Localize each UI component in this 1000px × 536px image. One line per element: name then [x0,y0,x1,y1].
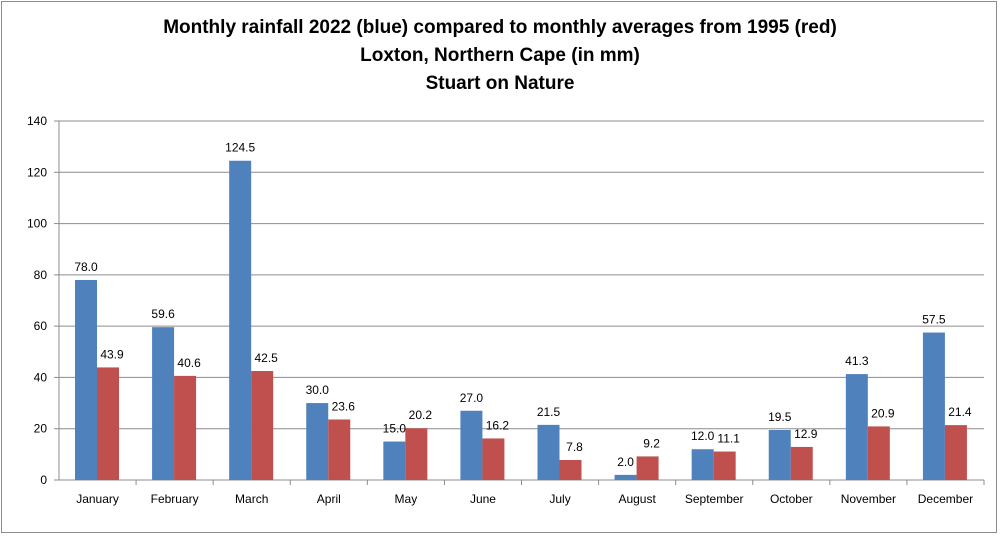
data-label-s0-8: 12.0 [691,429,715,443]
data-label-s0-10: 41.3 [845,354,869,368]
y-tick-label-2: 40 [34,370,48,384]
bar-s0-0 [75,279,97,480]
data-label-s0-3: 30.0 [306,383,330,397]
bar-s0-10 [845,374,868,480]
data-label-s0-6: 21.5 [537,405,561,419]
data-label-s0-1: 59.6 [151,307,175,321]
bar-s1-9 [790,446,813,480]
bar-s1-7 [636,456,659,480]
y-tick-label-0: 0 [40,473,47,487]
bar-s1-1 [174,375,197,480]
x-tick-label-11: December [918,492,973,506]
data-label-s1-9: 12.9 [794,427,818,441]
bar-s1-6 [559,459,582,480]
bar-s0-8 [691,449,714,480]
bar-s0-3 [306,403,329,480]
data-label-s1-2: 42.5 [254,351,278,365]
bar-s0-5 [460,410,483,480]
chart-title-line-1: Monthly rainfall 2022 (blue) compared to… [163,17,837,38]
x-tick-label-5: June [470,492,496,506]
y-tick-label-7: 140 [27,114,47,128]
data-label-s0-9: 19.5 [768,410,792,424]
chart-title-line-3: Stuart on Nature [425,73,575,94]
bar-s1-4 [405,428,428,480]
bar-s0-9 [768,429,791,480]
y-tick-label-6: 120 [27,165,47,179]
data-label-s0-7: 2.0 [617,455,634,469]
chart-title: Monthly rainfall 2022 (blue) compared to… [0,14,1000,98]
chart-title-line-2: Loxton, Northern Cape (in mm) [360,45,640,66]
data-label-s1-7: 9.2 [643,436,660,450]
bar-s0-11 [922,332,945,480]
data-label-s1-8: 11.1 [717,432,740,446]
bar-s1-3 [328,419,351,480]
data-label-s1-5: 16.2 [486,418,510,432]
data-label-s0-2: 124.5 [225,141,255,155]
bar-s1-8 [713,451,736,480]
x-tick-label-4: May [395,492,418,506]
data-label-s0-11: 57.5 [922,313,946,327]
bar-s1-10 [867,426,890,480]
data-label-s1-1: 40.6 [177,356,201,370]
x-tick-label-6: July [549,492,570,506]
bar-s1-2 [251,371,274,480]
x-tick-label-2: March [235,492,268,506]
y-tick-label-1: 20 [34,422,48,436]
bar-s0-7 [614,474,637,480]
y-tick-label-3: 60 [34,319,48,333]
x-tick-label-7: August [618,492,656,506]
x-tick-label-3: April [317,492,341,506]
bar-s0-6 [537,424,560,480]
data-label-s1-11: 21.4 [948,405,972,419]
bar-s0-4 [383,441,406,480]
data-label-s1-4: 20.2 [409,408,433,422]
y-tick-label-5: 100 [27,217,47,231]
bar-s0-1 [152,327,175,480]
x-tick-label-8: September [685,492,744,506]
bar-s1-5 [482,438,505,480]
bar-s1-0 [97,367,119,480]
x-tick-label-0: January [76,492,119,506]
y-tick-label-4: 80 [34,268,48,282]
x-tick-label-1: February [151,492,199,506]
bar-s0-2 [229,160,252,480]
data-label-s1-6: 7.8 [566,440,583,454]
x-tick-label-10: November [841,492,896,506]
x-tick-label-9: October [770,492,813,506]
data-label-s1-0: 43.9 [100,347,124,361]
data-label-s0-0: 78.0 [74,260,98,274]
data-label-s1-10: 20.9 [871,406,895,420]
bar-s1-11 [944,425,967,480]
data-label-s1-3: 23.6 [332,399,356,413]
data-label-s0-4: 15.0 [383,422,407,436]
data-label-s0-5: 27.0 [460,391,484,405]
